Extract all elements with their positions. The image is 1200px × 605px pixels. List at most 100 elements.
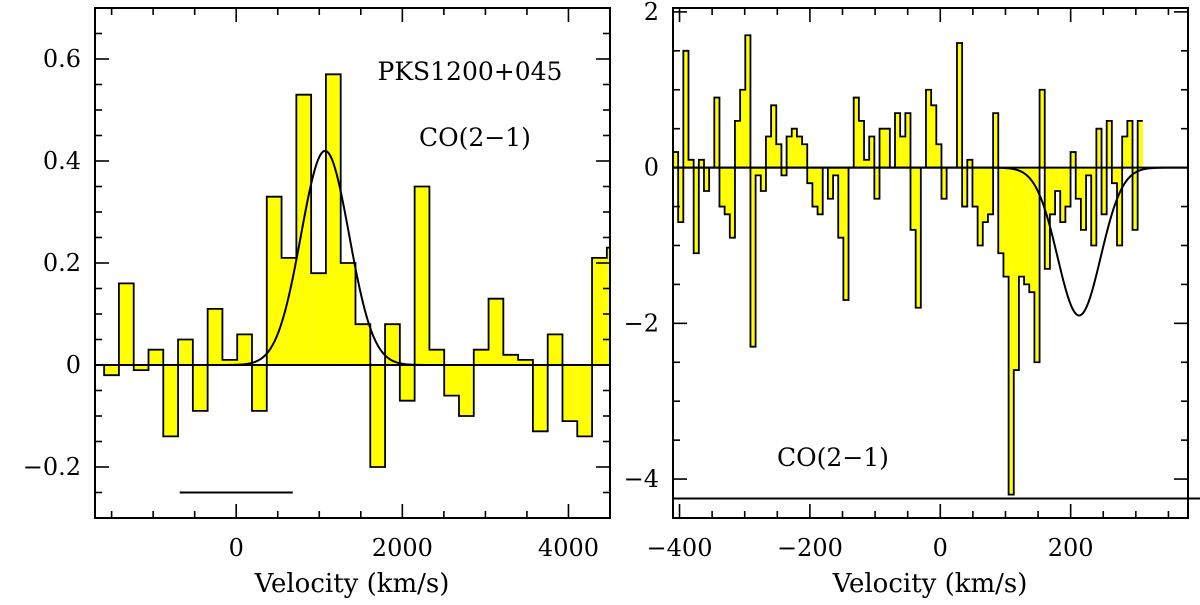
right-hist-bin [734,120,741,168]
right-hist-bin [998,167,1004,254]
right-hist-bin [755,167,761,176]
right-hist-bin [1101,167,1107,215]
right-hist-bin [1137,120,1143,168]
right-hist-bin [781,167,787,176]
right-hist-bin [858,120,865,168]
left-hist-bin [266,196,282,365]
right-hist-bin [812,167,818,207]
right-hist-bin [1018,167,1025,277]
right-hist-bin [864,159,870,168]
left-hist-bin [622,365,637,401]
left-hist-bin [547,334,563,365]
right-hist-bin [1024,167,1030,285]
left-hist-outline [103,73,610,468]
right-hist-bin [703,167,710,191]
right-hist-bin [760,167,766,191]
right-hist-bin [1039,89,1045,168]
right-hist-bin [802,144,808,168]
right-hist-bin [745,35,751,168]
right-hist-bin [693,167,699,254]
right-hist-bin [967,159,973,168]
right-hist-bin [843,167,849,300]
right-hist-bin [1070,152,1076,168]
left-hist-bin [237,334,252,365]
right-hist-bin [962,167,968,207]
right-hist-bin [1080,167,1087,230]
right-hist-bin [869,136,875,168]
right-hist-bin [740,89,746,168]
right-hist-bin [941,167,947,199]
right-hist-bin [972,167,978,207]
right-hist-bin [729,167,735,238]
left-hist-bin [458,365,474,416]
left-hist-bin [340,263,356,365]
right-hist-outline [673,34,1143,496]
left-hist-bin [163,365,179,437]
right-y-tick-label: 0 [644,154,659,182]
right-hist-bin [673,152,679,168]
left-hist-bin [503,354,519,365]
right-hist-bin [1003,167,1009,277]
right-hist-bin [1060,167,1066,223]
left-hist-bin [178,339,193,365]
right-hist-bin [977,167,983,246]
right-x-tick-label: −400 [647,534,713,562]
left-hist-bin [133,365,149,371]
right-hist-bin [910,167,916,230]
right-ticks: −400 −200 0 200 −4 −2 0 2 [624,0,1188,562]
right-hist-bin [1111,167,1118,184]
right-gaussian-fit [673,166,1188,317]
right-hist-bin [796,136,803,168]
left-hist-bin [577,365,593,437]
right-hist-bin [724,167,730,215]
right-x-tick-label: −200 [777,534,843,562]
right-hist-bin [884,128,890,168]
left-hist-bin [355,324,371,365]
right-plot-area [673,34,1200,500]
left-hist-bin [606,247,610,365]
left-hist-bin [296,94,312,365]
left-hist-bin [473,349,489,365]
right-hist-bin [1008,167,1014,495]
left-x-tick-label: 2000 [372,534,433,562]
right-hist-bin [915,167,921,308]
right-hist-bin [698,159,704,168]
right-hist-bin [982,167,988,223]
left-y-tick-label: 0.4 [43,147,81,175]
right-hist-bin [1086,167,1092,176]
left-hist-bin [325,74,341,366]
left-hist-bin [429,349,445,365]
right-hist-bin [900,136,906,168]
right-hist-bin [678,167,684,223]
right-hist-bin [1075,167,1081,199]
right-annotation-line: CO(2−1) [777,443,889,472]
right-hist-bin [1029,167,1035,293]
right-hist-bin [1127,120,1133,168]
left-hist-bin [281,257,297,365]
left-hist-bin [251,365,267,411]
right-hist-bin [874,167,880,199]
left-hist-bin [148,349,164,365]
left-plot-area [95,73,637,494]
right-hist-bin [853,97,859,168]
right-hist-bin [1065,167,1071,207]
right-hist-bin [1117,167,1123,246]
right-hist-bin [827,167,834,199]
right-hist-bin [688,159,694,168]
left-hist-bin [222,359,238,365]
right-y-tick-label: −2 [624,309,659,337]
right-hist-bin [1055,167,1061,191]
right-hist-bin [1132,167,1138,230]
left-hist-bin [399,365,415,401]
left-x-tick-label: 4000 [538,534,599,562]
left-x-tick-label: 0 [229,534,244,562]
left-y-tick-label: 0.6 [43,45,81,73]
right-hist-bin [905,113,911,168]
left-annotation-line: CO(2−1) [419,123,531,152]
left-hist-bin [207,308,223,365]
right-x-tick-label: 0 [933,534,948,562]
left-hist-bin [562,365,578,422]
right-hist-bin [817,167,823,215]
right-hist-bin [833,167,839,176]
